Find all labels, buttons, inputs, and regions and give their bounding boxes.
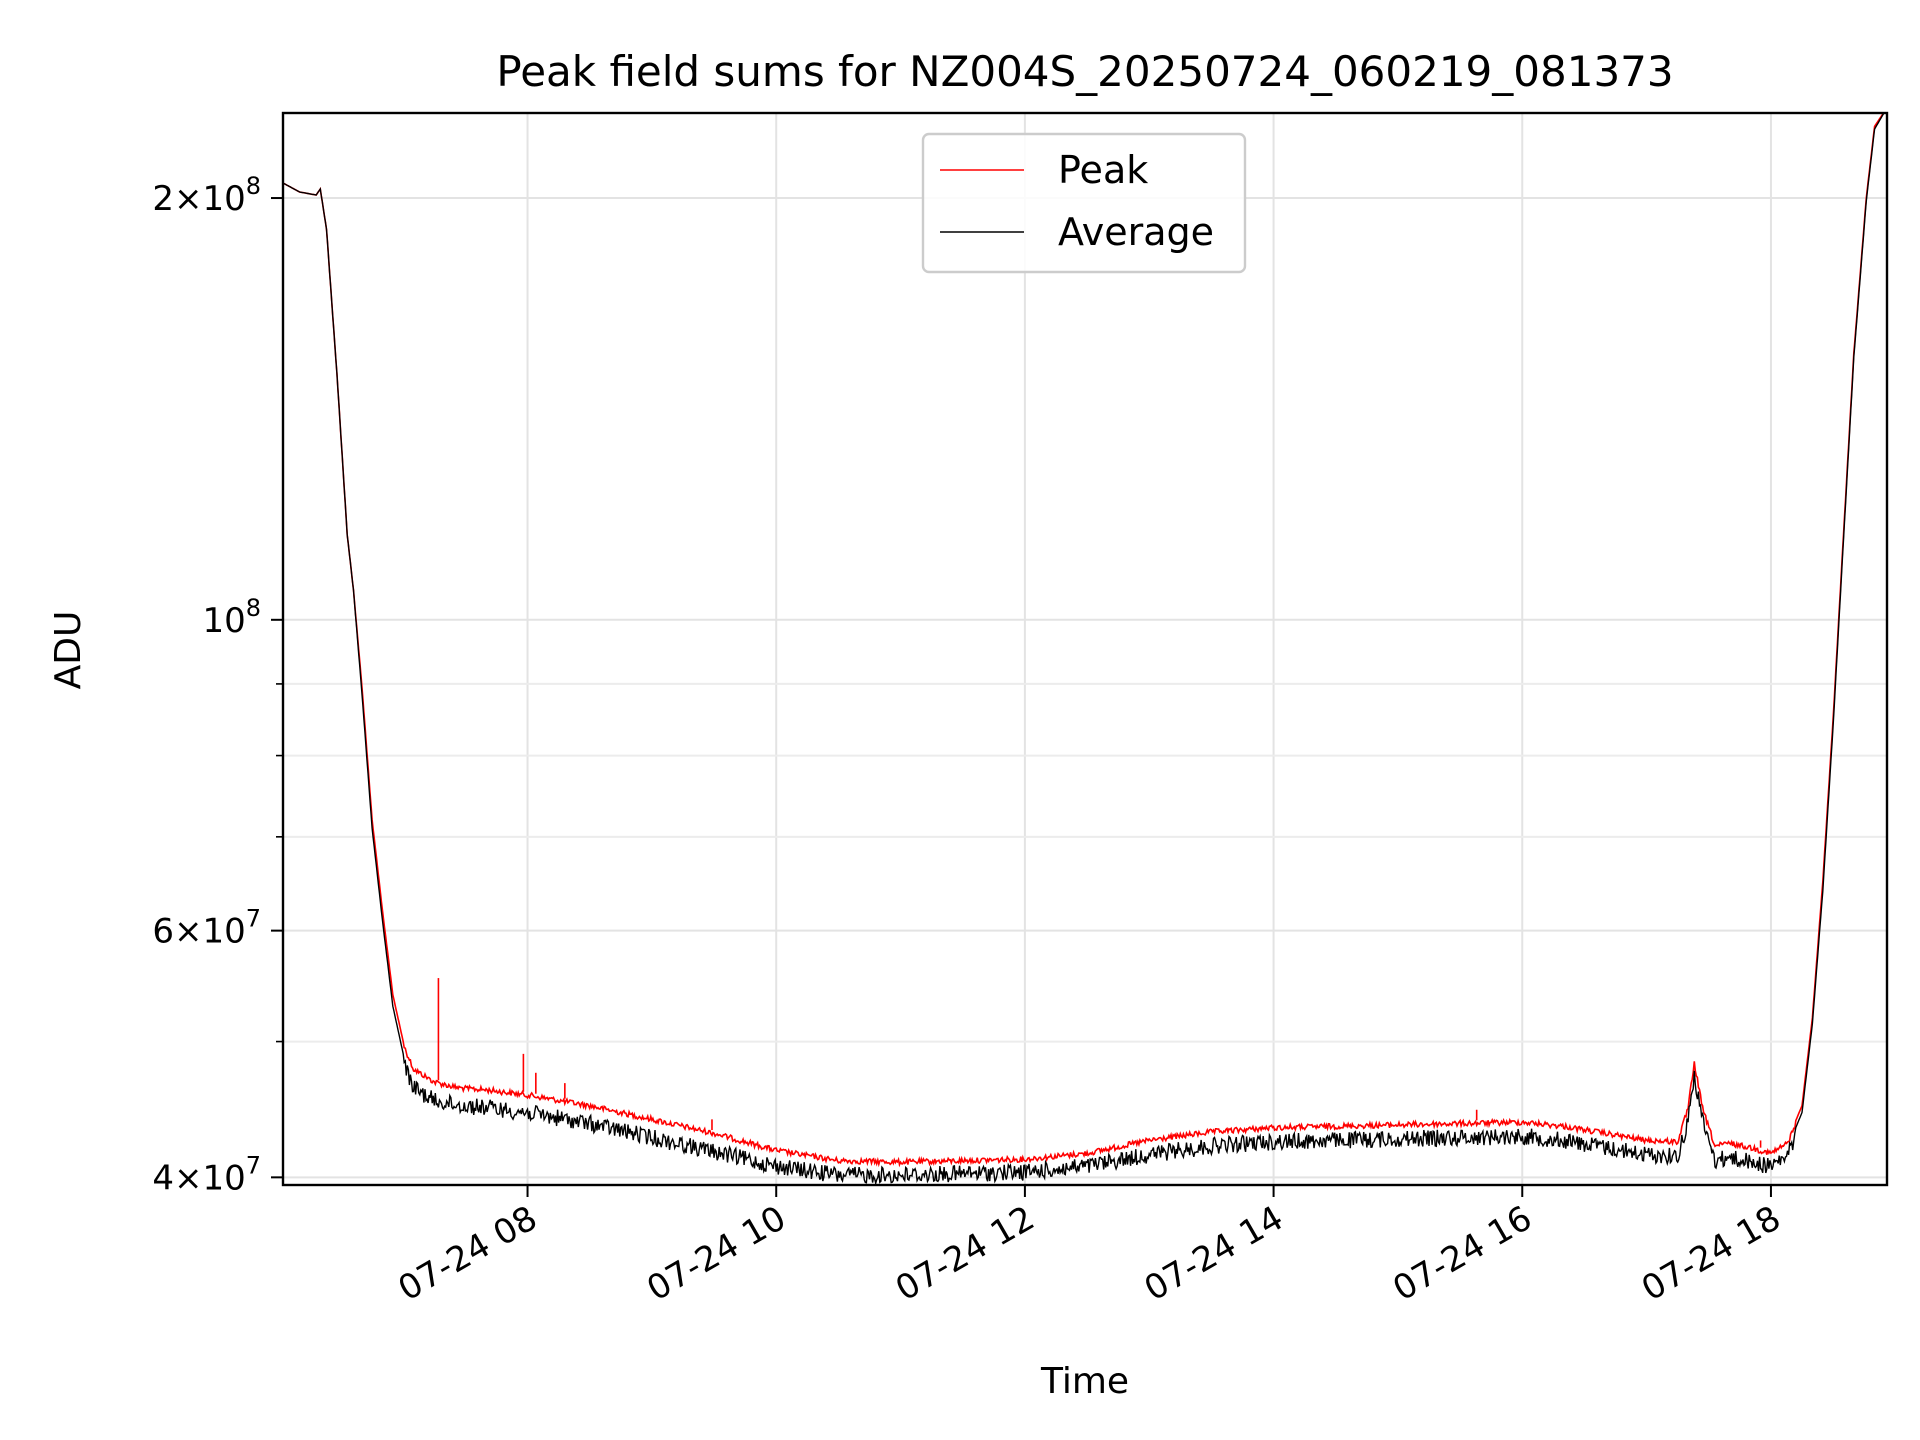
- chart-title: Peak field sums for NZ004S_20250724_0602…: [496, 47, 1673, 96]
- legend-label-peak: Peak: [1058, 148, 1148, 192]
- legend-label-average: Average: [1058, 210, 1214, 254]
- x-axis-label: Time: [1040, 1361, 1129, 1402]
- y-tick-label: 4×107: [152, 1151, 261, 1198]
- y-axis-label: ADU: [48, 611, 89, 690]
- y-tick-label: 108: [202, 594, 261, 641]
- y-tick-label: 6×107: [152, 905, 261, 952]
- series-line-average: [283, 113, 1885, 1185]
- legend-box: [921, 132, 1247, 274]
- series-line-peak: [283, 113, 1885, 1168]
- series-layer: [283, 113, 1885, 1185]
- plot-frame: [281, 111, 1889, 1187]
- y-tick-label: 2×108: [152, 172, 261, 219]
- legend: Peak Average: [921, 132, 1247, 274]
